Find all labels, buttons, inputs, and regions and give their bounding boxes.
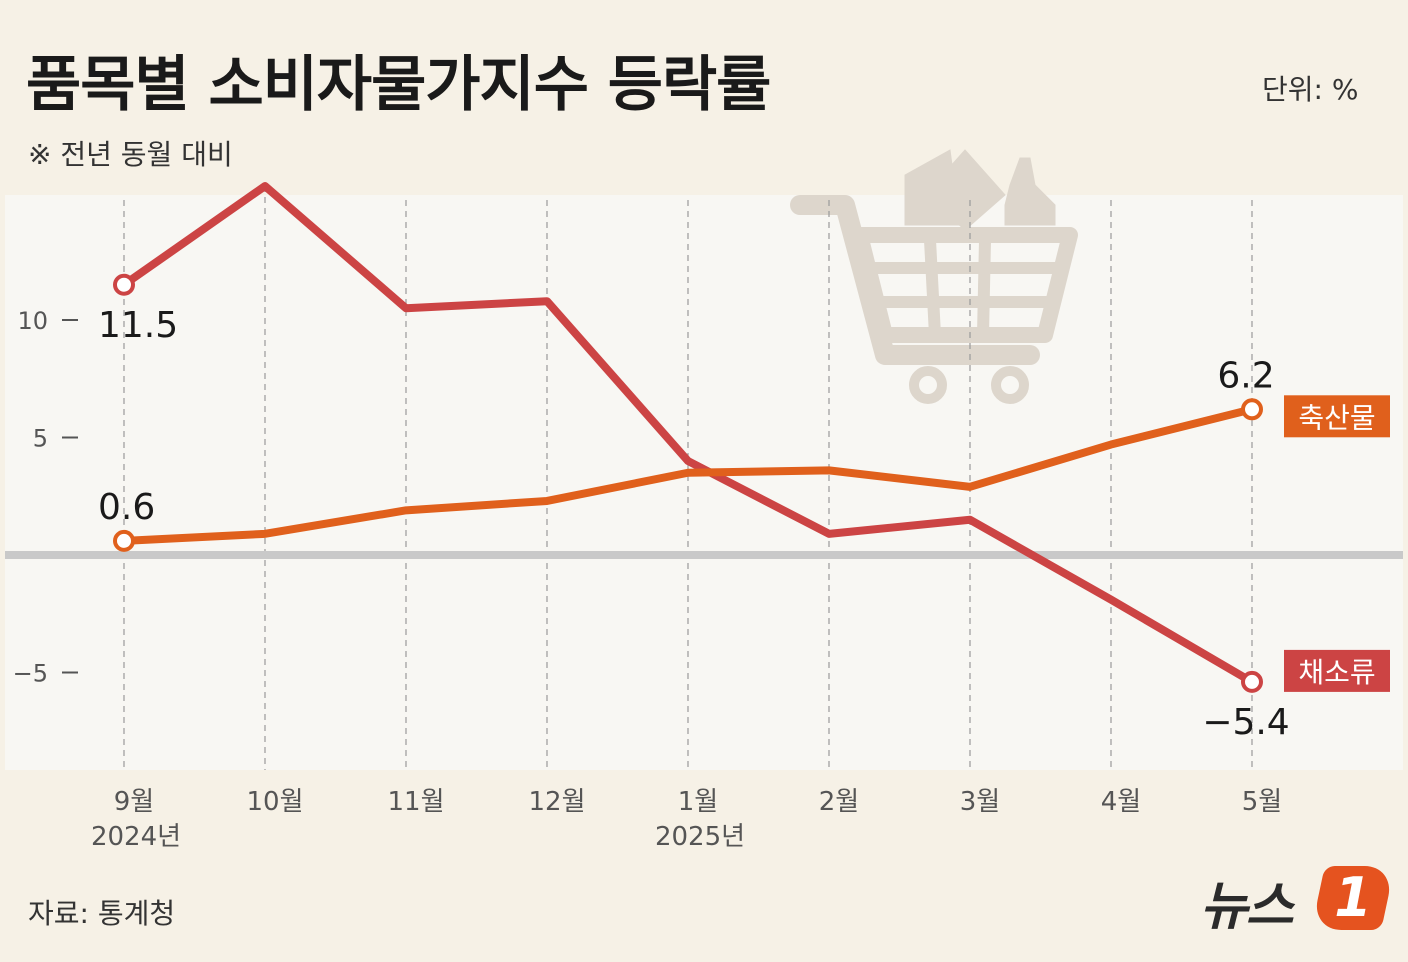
x-tick-label: 3월 (960, 787, 1000, 817)
logo-text: 뉴스 (1200, 877, 1294, 937)
series-line-1 (120, 405, 1256, 545)
y-tick-label: 10 (17, 307, 48, 335)
data-point-marker (1241, 398, 1263, 421)
logo-mark-icon: 1 (1311, 866, 1395, 930)
y-axis: 10 5 −5 (13, 307, 78, 688)
chart-title: 품목별 소비자물가지수 등락률 (26, 50, 771, 120)
data-point-marker (113, 529, 135, 552)
series-tag-label: 채소류 (1298, 656, 1375, 689)
news1-logo: 뉴스 1 (1200, 860, 1400, 940)
unit-label: 단위: % (1262, 73, 1359, 106)
x-year-label: 2025년 (655, 822, 745, 852)
x-tick-label: 11월 (387, 787, 444, 817)
x-tick-label: 10월 (246, 787, 303, 817)
series-tag-label: 축산물 (1298, 401, 1375, 434)
logo-mark-number: 1 (1334, 866, 1372, 929)
y-tick-label: −5 (13, 660, 48, 688)
data-label: 6.2 (1217, 355, 1274, 396)
x-tick-label: 5월 (1242, 787, 1282, 817)
x-tick-label: 12월 (528, 787, 585, 817)
plot-area (5, 195, 1403, 770)
data-label: −5.4 (1202, 702, 1289, 743)
data-label: 0.6 (98, 487, 155, 528)
y-tick-label: 5 (33, 425, 48, 453)
shopping-cart-icon (790, 149, 1078, 404)
chart-subtitle: ※ 전년 동월 대비 (28, 138, 233, 171)
x-tick-label: 1월 (678, 787, 718, 817)
series-line-0 (120, 182, 1256, 686)
x-tick-label: 2월 (819, 787, 859, 817)
series-tag (1284, 649, 1390, 692)
data-point-marker (1241, 670, 1263, 693)
x-year-label: 2024년 (91, 822, 181, 852)
x-tick-label: 9월 (114, 787, 154, 817)
grid-lines (123, 186, 1253, 770)
series-tag (1284, 395, 1390, 438)
data-label: 11.5 (98, 305, 178, 346)
x-axis: 9월 10월 11월 12월 1월 2월 3월 4월 5월 2024년 2025년 (91, 787, 1282, 852)
series-layer: 11.5 −5.4 채소류 0.6 6.2 축산물 (98, 182, 1390, 743)
source-note: 자료: 통계청 (28, 897, 176, 930)
data-point-marker (113, 273, 135, 296)
x-tick-label: 4월 (1101, 787, 1141, 817)
